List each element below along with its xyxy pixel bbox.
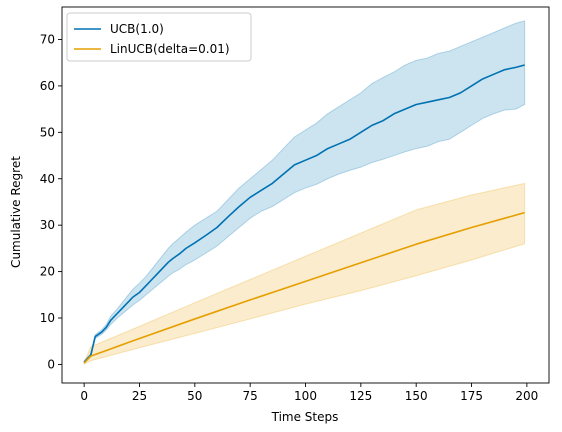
x-tick-label: 150: [405, 389, 428, 403]
series-band-0: [83, 20, 526, 365]
y-tick-label: 10: [40, 311, 55, 325]
series-line-1: [83, 211, 525, 364]
y-tick-label: 40: [40, 172, 55, 186]
x-tick-label: 50: [187, 389, 202, 403]
y-tick-label: 0: [47, 357, 55, 371]
series-line-0: [83, 64, 525, 363]
x-tick-label: 25: [132, 389, 147, 403]
y-tick-label: 30: [40, 218, 55, 232]
series-lines: [83, 64, 525, 364]
y-tick-label: 70: [40, 32, 55, 46]
y-tick-label: 50: [40, 125, 55, 139]
x-tick-label: 75: [243, 389, 258, 403]
x-tick-label: 175: [460, 389, 483, 403]
legend-box: [66, 12, 252, 62]
legend-label-1: LinUCB(delta=0.01): [110, 42, 230, 56]
x-tick-label: 125: [349, 389, 372, 403]
x-axis-ticks: 0 25 50 75 100 125 150 175 200: [80, 383, 538, 403]
x-axis-label: Time Steps: [271, 410, 339, 424]
legend: UCB(1.0) LinUCB(delta=0.01): [66, 12, 252, 62]
x-tick-label: 0: [80, 389, 88, 403]
legend-label-0: UCB(1.0): [110, 22, 164, 36]
y-axis-label: Cumulative Regret: [9, 156, 23, 268]
y-tick-label: 60: [40, 79, 55, 93]
y-axis-ticks: 0 10 20 30 40 50 60 70: [40, 32, 62, 371]
x-tick-label: 200: [515, 389, 538, 403]
x-tick-label: 100: [294, 389, 317, 403]
y-tick-label: 20: [40, 265, 55, 279]
